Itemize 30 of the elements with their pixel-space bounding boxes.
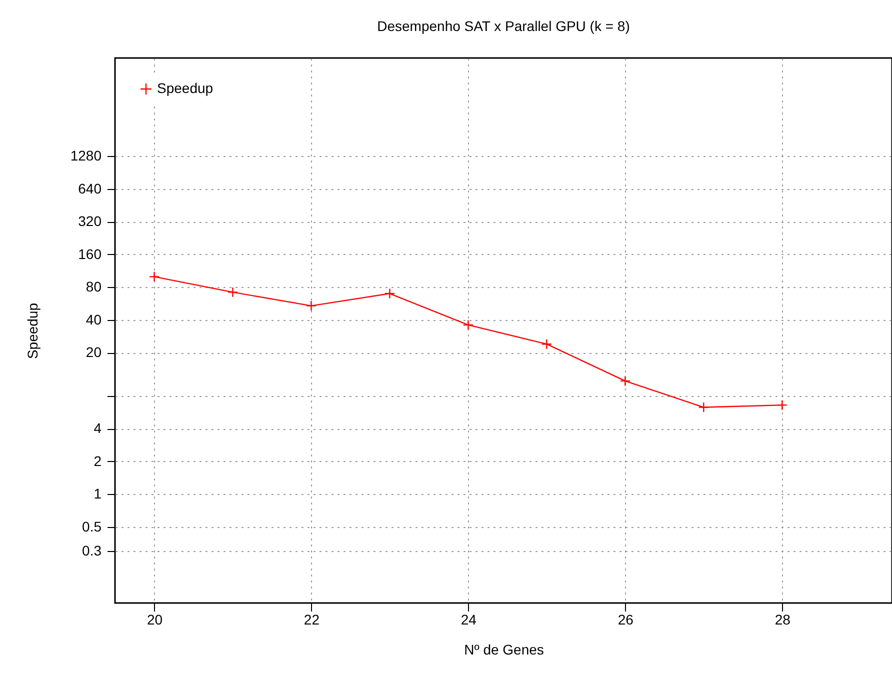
y-tick-label: 40 [86, 311, 102, 328]
x-tick-label: 24 [460, 612, 477, 628]
point [698, 402, 709, 413]
x-tick-label: 28 [774, 612, 791, 628]
y-tick-label: 4 [94, 420, 102, 436]
y-tick-label: 0.3 [82, 542, 102, 559]
chart-title: Desempenho SAT x Parallel GPU (k = 8) [377, 18, 630, 34]
point [148, 271, 160, 282]
x-tick-label: 26 [618, 612, 634, 628]
point [776, 400, 788, 410]
y-tick-label: 1280 [70, 148, 102, 164]
y-tick-label: 20 [86, 344, 102, 360]
point [462, 320, 474, 330]
y-axis-title: Speedup [24, 302, 40, 360]
y-tick-label: 320 [78, 213, 102, 230]
y-tick-label: 1 [94, 486, 102, 502]
point [384, 288, 396, 299]
point [227, 286, 238, 298]
y-tick-label: 80 [86, 278, 102, 295]
point [541, 338, 552, 350]
point [620, 376, 630, 386]
y-tick-label: 2 [94, 452, 102, 469]
legend-label: Speedup [157, 80, 214, 96]
x-tick-label: 20 [146, 612, 163, 628]
y-tick-label: 160 [78, 246, 102, 262]
x-tick-label: 22 [304, 612, 320, 628]
y-tick-label: 0.5 [82, 518, 102, 534]
point [306, 300, 317, 312]
y-tick-label: 640 [78, 180, 102, 196]
x-axis-title: Nº de Genes [464, 642, 544, 658]
